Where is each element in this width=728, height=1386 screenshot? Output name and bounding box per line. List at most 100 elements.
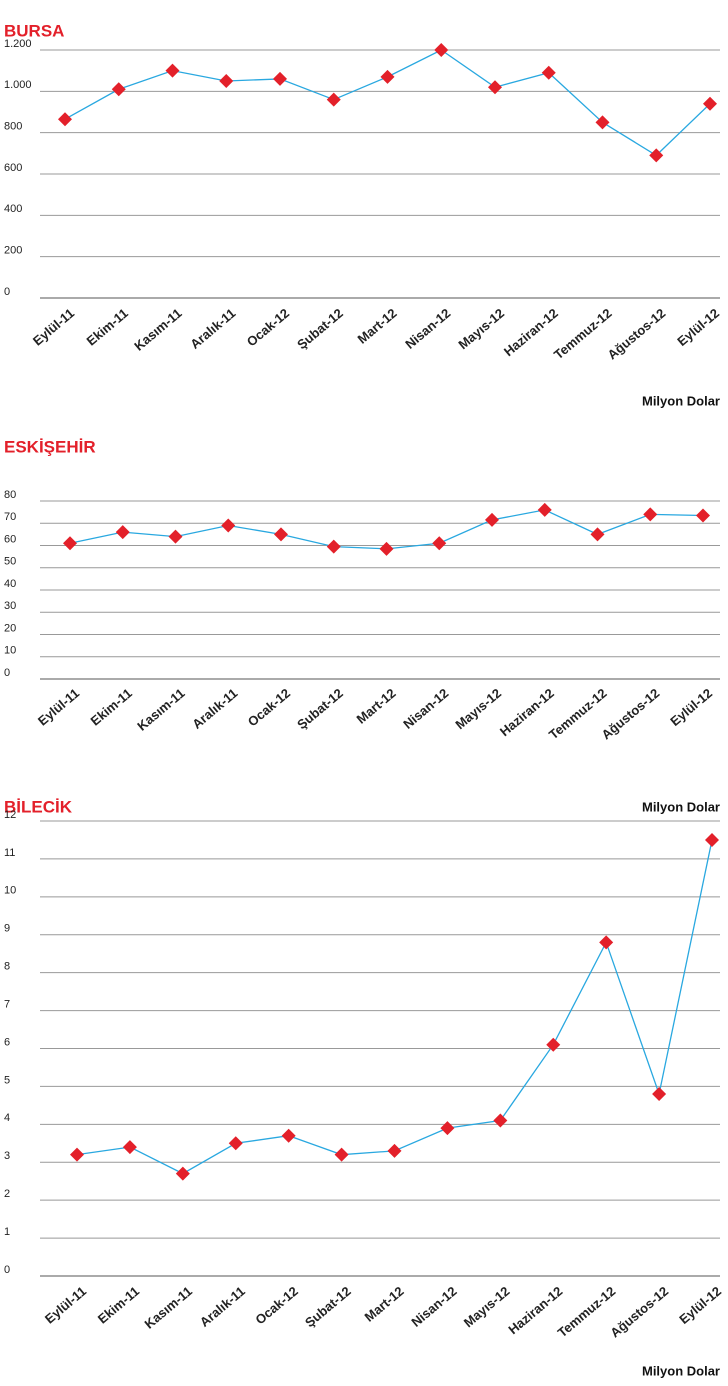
y-tick-label: 3: [4, 1150, 10, 1162]
x-tick-label: Mart-12: [355, 305, 400, 346]
y-tick-label: 9: [4, 923, 10, 935]
y-tick-label: 0: [4, 286, 10, 298]
y-tick-label: 200: [4, 245, 22, 257]
x-tick-label: Ocak-12: [244, 305, 292, 349]
marker: [111, 82, 126, 97]
x-tick-label: Eylül-11: [42, 1283, 89, 1326]
x-tick-label: Nisan-12: [402, 305, 453, 351]
marker: [219, 74, 234, 88]
y-tick-label: 600: [4, 162, 22, 174]
marker: [63, 536, 77, 551]
line: [64, 49, 711, 157]
y-tick-label: 4: [4, 1112, 10, 1124]
x-tick-label: Nisan-12: [408, 1283, 459, 1329]
x-tick-label: Ocak-12: [245, 685, 293, 729]
line: [76, 839, 713, 1175]
marker: [649, 148, 664, 163]
marker: [434, 43, 449, 57]
y-tick-label: 10: [4, 885, 16, 897]
x-tick-label: Mart-12: [354, 685, 399, 726]
x-tick-label: Eylül-11: [35, 685, 82, 728]
marker: [703, 96, 717, 111]
x-tick-label: Mayıs-12: [461, 1283, 513, 1330]
y-tick-label: 12: [4, 809, 16, 821]
marker: [537, 502, 552, 517]
marker: [380, 69, 395, 84]
y-tick-label: 30: [4, 600, 16, 612]
marker: [175, 1166, 190, 1181]
marker: [485, 512, 499, 527]
marker: [599, 935, 614, 950]
y-tick-label: 11: [4, 847, 15, 859]
marker: [440, 1121, 455, 1136]
marker: [643, 507, 658, 522]
marker: [228, 1136, 243, 1151]
marker: [541, 65, 556, 80]
y-tick-label: 10: [4, 645, 16, 657]
x-tick-label: Aralık-11: [197, 1283, 248, 1329]
y-tick-label: 0: [4, 1264, 10, 1276]
marker: [273, 71, 287, 86]
x-tick-label: Mayıs-12: [452, 685, 504, 732]
x-tick-label: Temmuz-12: [551, 305, 615, 362]
marker: [326, 539, 341, 554]
marker: [281, 1128, 296, 1143]
x-tick-label: Mart-12: [362, 1283, 407, 1324]
x-tick-label: Eylül-12: [676, 1283, 724, 1327]
y-tick-label: 50: [4, 556, 16, 568]
x-tick-label: Kasım-11: [142, 1283, 195, 1331]
unit-label: Milyon Dolar: [642, 1363, 720, 1378]
marker: [652, 1087, 667, 1101]
y-tick-label: 40: [4, 578, 16, 590]
x-tick-label: Mayıs-12: [455, 305, 507, 352]
y-tick-label: 5: [4, 1074, 10, 1086]
x-tick-label: Aralık-11: [189, 685, 240, 731]
y-tick-label: 70: [4, 511, 16, 523]
x-tick-label: Ağustos-12: [605, 305, 669, 362]
y-tick-label: 800: [4, 121, 22, 133]
x-tick-label: Ağustos-12: [607, 1283, 671, 1340]
x-tick-label: Ekim-11: [95, 1283, 142, 1326]
x-tick-label: Ağustos-12: [599, 685, 663, 742]
marker: [165, 63, 180, 78]
marker: [595, 115, 610, 130]
y-tick-label: 80: [4, 489, 16, 501]
marker: [705, 832, 719, 847]
x-tick-label: Aralık-11: [187, 305, 238, 351]
y-tick-label: 6: [4, 1036, 10, 1048]
marker: [590, 527, 605, 542]
marker: [115, 525, 130, 540]
chart-title: BİLECİK: [4, 797, 73, 816]
y-tick-label: 0: [4, 667, 10, 679]
chart-title: ESKİŞEHİR: [4, 437, 96, 456]
y-tick-label: 2: [4, 1188, 10, 1200]
x-tick-label: Şubat-12: [294, 305, 346, 352]
x-tick-label: Eylül-12: [667, 685, 715, 729]
x-tick-label: Şubat-12: [302, 1283, 354, 1330]
marker: [432, 536, 447, 551]
y-tick-label: 1: [4, 1226, 10, 1238]
y-tick-label: 8: [4, 961, 10, 973]
marker: [488, 80, 502, 95]
y-tick-label: 20: [4, 622, 16, 634]
y-tick-label: 7: [4, 998, 10, 1010]
y-tick-label: 1.000: [4, 79, 32, 91]
marker: [334, 1147, 349, 1162]
x-tick-label: Kasım-11: [134, 685, 187, 733]
marker: [387, 1143, 402, 1158]
x-tick-label: Ocak-12: [252, 1283, 300, 1327]
unit-label: Milyon Dolar: [642, 799, 720, 814]
unit-label: Milyon Dolar: [642, 393, 720, 408]
x-tick-label: Şubat-12: [294, 685, 346, 732]
marker: [493, 1113, 508, 1128]
marker: [379, 541, 394, 556]
marker: [326, 92, 341, 107]
marker: [58, 112, 72, 127]
y-tick-label: 60: [4, 533, 16, 545]
marker: [168, 529, 183, 544]
x-tick-label: Eylül-12: [674, 305, 722, 349]
marker: [696, 508, 710, 523]
x-tick-label: Eylül-11: [30, 305, 77, 348]
y-tick-label: 400: [4, 203, 22, 215]
